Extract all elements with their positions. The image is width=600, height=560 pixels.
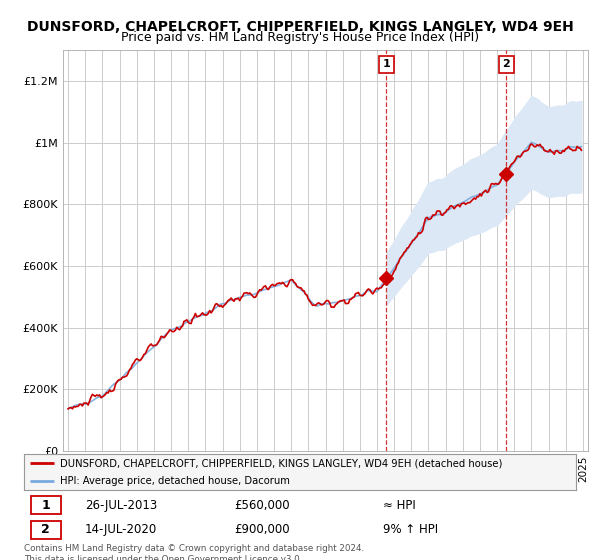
Text: 1: 1	[41, 498, 50, 512]
Text: 2: 2	[502, 59, 510, 69]
Text: DUNSFORD, CHAPELCROFT, CHIPPERFIELD, KINGS LANGLEY, WD4 9EH: DUNSFORD, CHAPELCROFT, CHIPPERFIELD, KIN…	[26, 20, 574, 34]
Text: 2: 2	[41, 523, 50, 536]
Text: HPI: Average price, detached house, Dacorum: HPI: Average price, detached house, Daco…	[60, 476, 290, 486]
FancyBboxPatch shape	[31, 496, 61, 514]
Text: £560,000: £560,000	[234, 498, 289, 512]
Text: 26-JUL-2013: 26-JUL-2013	[85, 498, 157, 512]
Text: Contains HM Land Registry data © Crown copyright and database right 2024.
This d: Contains HM Land Registry data © Crown c…	[24, 544, 364, 560]
Text: 9% ↑ HPI: 9% ↑ HPI	[383, 523, 438, 536]
Text: Price paid vs. HM Land Registry's House Price Index (HPI): Price paid vs. HM Land Registry's House …	[121, 31, 479, 44]
Text: 1: 1	[383, 59, 390, 69]
Text: £900,000: £900,000	[234, 523, 289, 536]
Text: 14-JUL-2020: 14-JUL-2020	[85, 523, 157, 536]
FancyBboxPatch shape	[31, 521, 61, 539]
Text: ≈ HPI: ≈ HPI	[383, 498, 416, 512]
Text: DUNSFORD, CHAPELCROFT, CHIPPERFIELD, KINGS LANGLEY, WD4 9EH (detached house): DUNSFORD, CHAPELCROFT, CHIPPERFIELD, KIN…	[60, 459, 502, 468]
